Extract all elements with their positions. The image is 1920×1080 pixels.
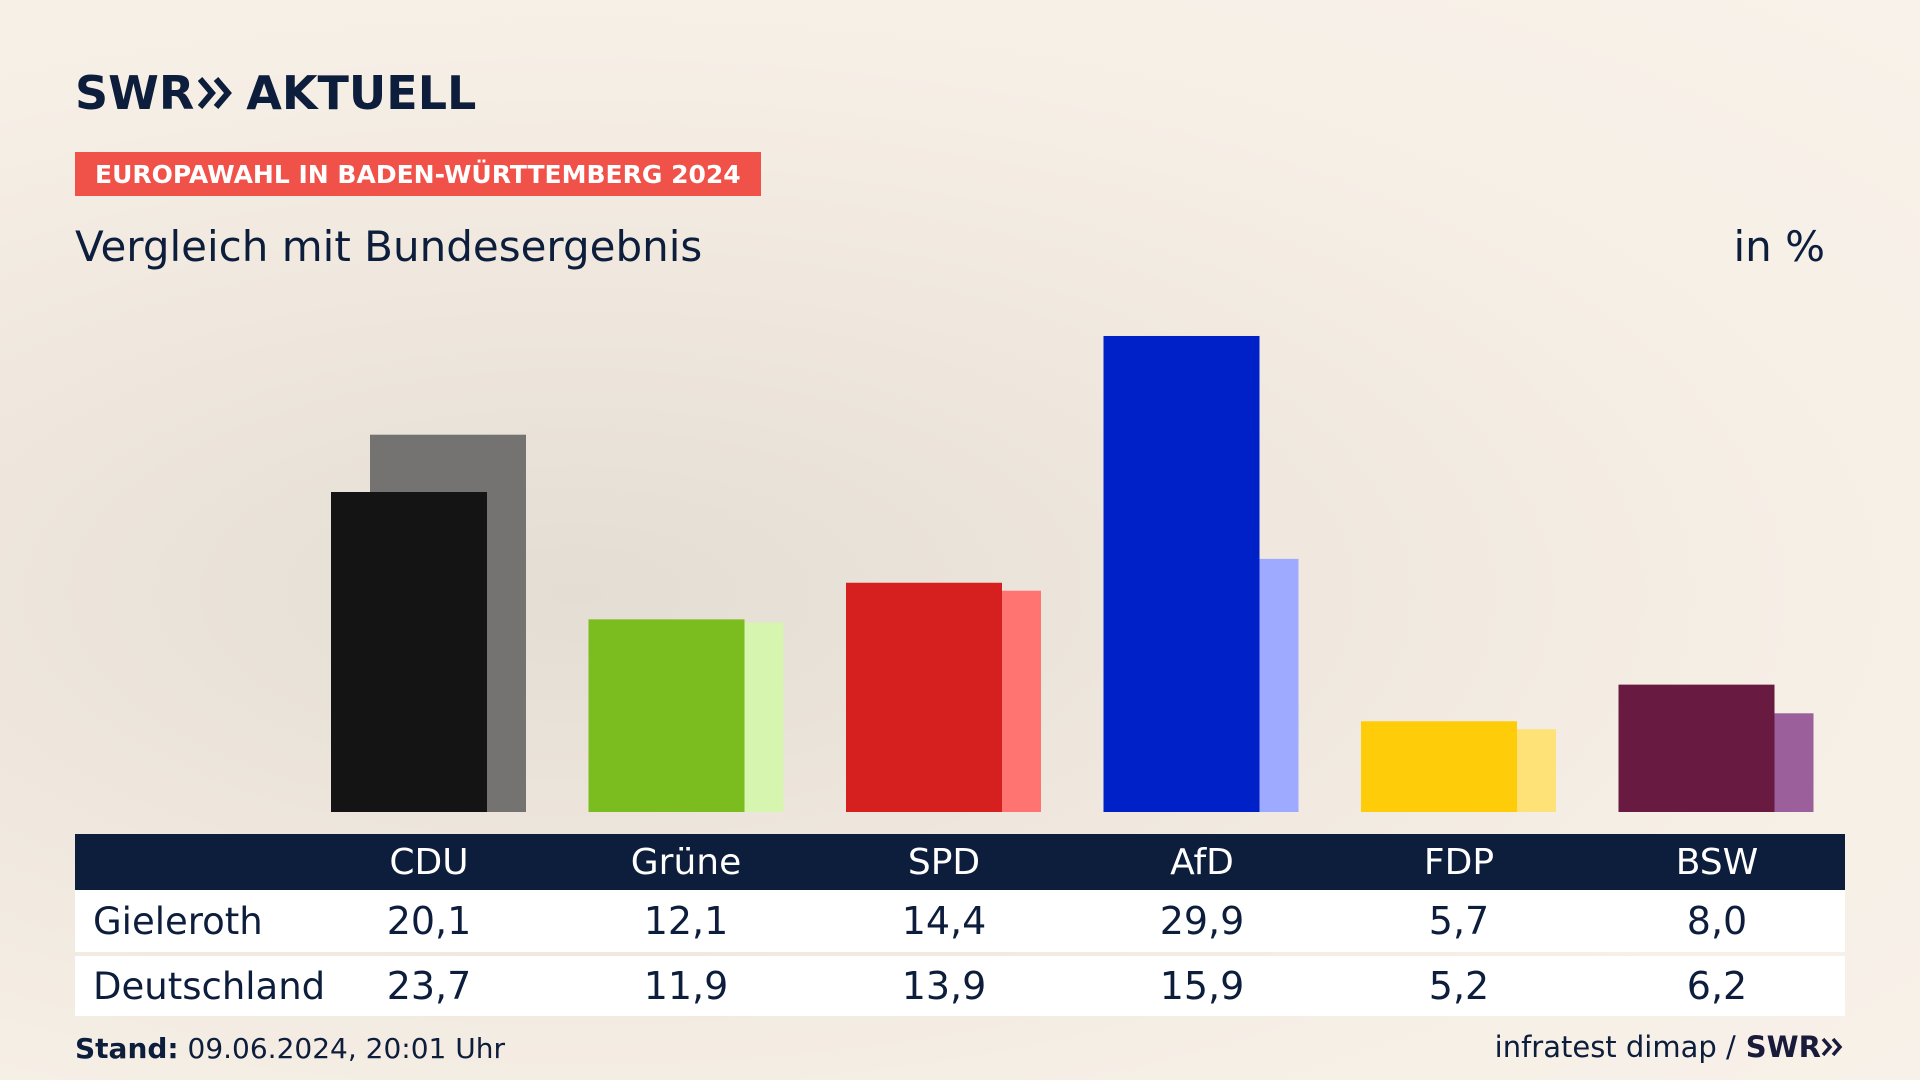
table-cell: 23,7	[386, 964, 472, 1008]
table-row: Deutschland 23,7 11,9 13,9 15,9 5,2 6,2	[75, 956, 1845, 1016]
table-cell: 29,9	[1159, 899, 1245, 943]
bar-gieleroth-5	[1618, 684, 1775, 812]
bar-gieleroth-3	[1103, 335, 1260, 812]
table-cell: 11,9	[643, 964, 729, 1008]
swr-small-text: SWR	[1745, 1030, 1821, 1064]
source-credit: infratest dimap / SWR	[1495, 1030, 1845, 1064]
table-cell: 6,2	[1686, 964, 1748, 1008]
table-cell: 20,1	[386, 899, 472, 943]
table-header: CDU Grüne SPD AfD FDP BSW	[75, 834, 1845, 890]
bar-gieleroth-4	[1361, 721, 1517, 812]
party-header: CDU	[389, 841, 469, 883]
source-text: infratest dimap /	[1494, 1030, 1736, 1064]
row-label: Gieleroth	[93, 899, 263, 943]
double-chevron-small-icon	[1821, 1037, 1843, 1057]
table-cell: 5,2	[1428, 964, 1490, 1008]
election-tag: EUROPAWAHL IN BADEN-WÜRTTEMBERG 2024	[75, 152, 761, 196]
bar-gieleroth-1	[588, 619, 745, 812]
stand-label: Stand:	[75, 1032, 179, 1065]
results-table: CDU Grüne SPD AfD FDP BSW Gieleroth 20,1 12,1 1…	[75, 834, 1845, 1016]
table-cell: 12,1	[643, 899, 729, 943]
table-cell: 15,9	[1159, 964, 1245, 1008]
party-header: FDP	[1423, 841, 1495, 883]
stand-value: 09.06.2024, 20:01 Uhr	[178, 1032, 505, 1065]
chart-subtitle: Vergleich mit Bundesergebnis	[75, 222, 703, 271]
party-header: SPD	[907, 841, 981, 883]
table-cell: 14,4	[901, 899, 987, 943]
unit-label: in %	[1733, 222, 1825, 271]
table-cell: 5,7	[1428, 899, 1490, 943]
logo-aktuell-text: AKTUELL	[246, 66, 477, 120]
party-header: Grüne	[630, 841, 742, 883]
bar-gieleroth-2	[846, 582, 1002, 812]
party-header: BSW	[1675, 841, 1759, 883]
bar-gieleroth-0	[331, 492, 487, 812]
table-cell: 8,0	[1686, 899, 1748, 943]
swr-logo-small: SWR	[1746, 1030, 1845, 1064]
table-cell: 13,9	[901, 964, 987, 1008]
logo-swr-text: SWR	[75, 66, 195, 120]
timestamp: Stand: 09.06.2024, 20:01 Uhr	[75, 1032, 505, 1065]
table-row: Gieleroth 20,1 12,1 14,4 29,9 5,7 8,0	[75, 890, 1845, 952]
party-header: AfD	[1170, 841, 1234, 883]
bar-chart	[331, 335, 1814, 812]
row-label: Deutschland	[93, 964, 326, 1008]
double-chevron-icon	[198, 77, 233, 109]
swr-aktuell-logo: SWR AKTUELL	[75, 66, 477, 120]
